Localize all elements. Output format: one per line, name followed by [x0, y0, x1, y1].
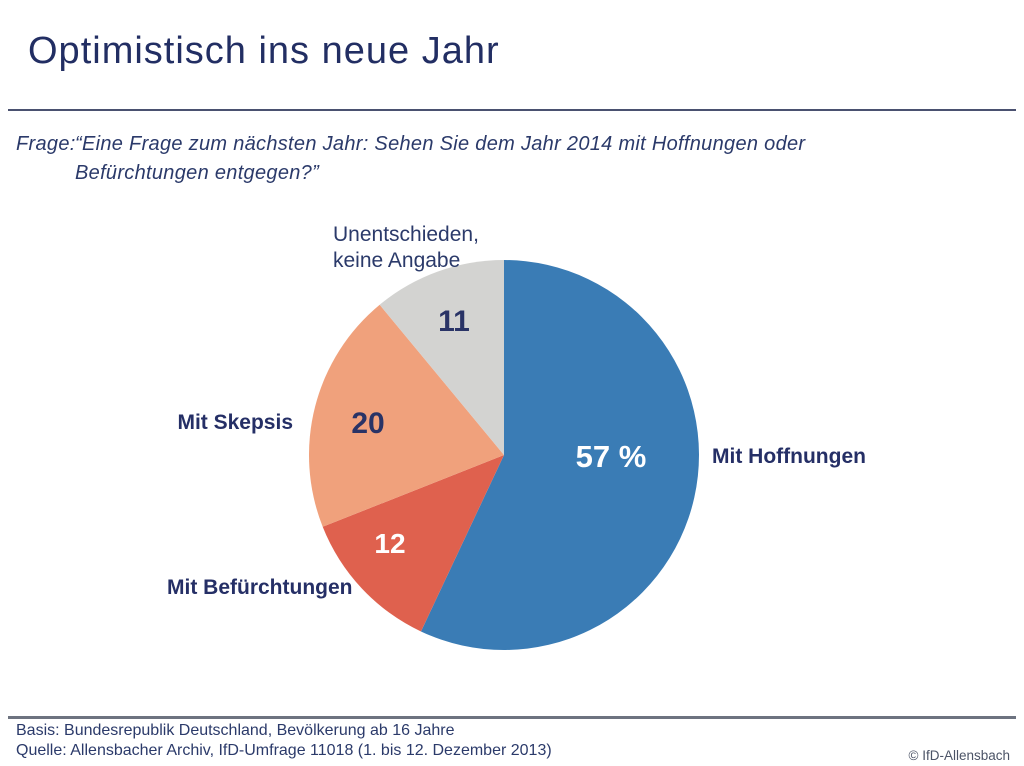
label-unentschieden: Unentschieden, keine Angabe: [333, 223, 479, 272]
label-skepsis: Mit Skepsis: [177, 411, 293, 434]
question-line-1: “Eine Frage zum nächsten Jahr: Sehen Sie…: [75, 133, 806, 155]
footer-divider: [8, 716, 1016, 719]
footer-copyright: © IfD-Allensbach: [908, 748, 1011, 763]
label-befuerchtungen: Mit Befürchtungen: [167, 576, 353, 599]
question-text: “Eine Frage zum nächsten Jahr: Sehen Sie…: [75, 130, 805, 188]
pie-slice-1: [322, 455, 504, 632]
question-line-2: Befürchtungen entgegen?”: [75, 162, 320, 184]
pie-chart: [309, 260, 699, 650]
value-skepsis: 20: [351, 407, 385, 440]
footer-basis: Basis: Bundesrepublik Deutschland, Bevöl…: [16, 722, 455, 739]
page-title: Optimistisch ins neue Jahr: [28, 30, 500, 72]
value-hoffnungen: 57 %: [575, 439, 647, 474]
footer-quelle: Quelle: Allensbacher Archiv, IfD-Umfrage…: [16, 742, 552, 759]
survey-question: Frage: “Eine Frage zum nächsten Jahr: Se…: [16, 130, 805, 188]
question-label: Frage:: [16, 133, 76, 155]
value-unentschieden: 11: [438, 305, 470, 338]
pie-slice-2: [309, 304, 504, 527]
title-divider: [8, 109, 1016, 111]
pie-slice-0: [420, 260, 699, 650]
value-befuerchtungen: 12: [374, 528, 406, 559]
pie-slice-3: [379, 260, 504, 455]
label-hoffnungen: Mit Hoffnungen: [712, 445, 866, 468]
